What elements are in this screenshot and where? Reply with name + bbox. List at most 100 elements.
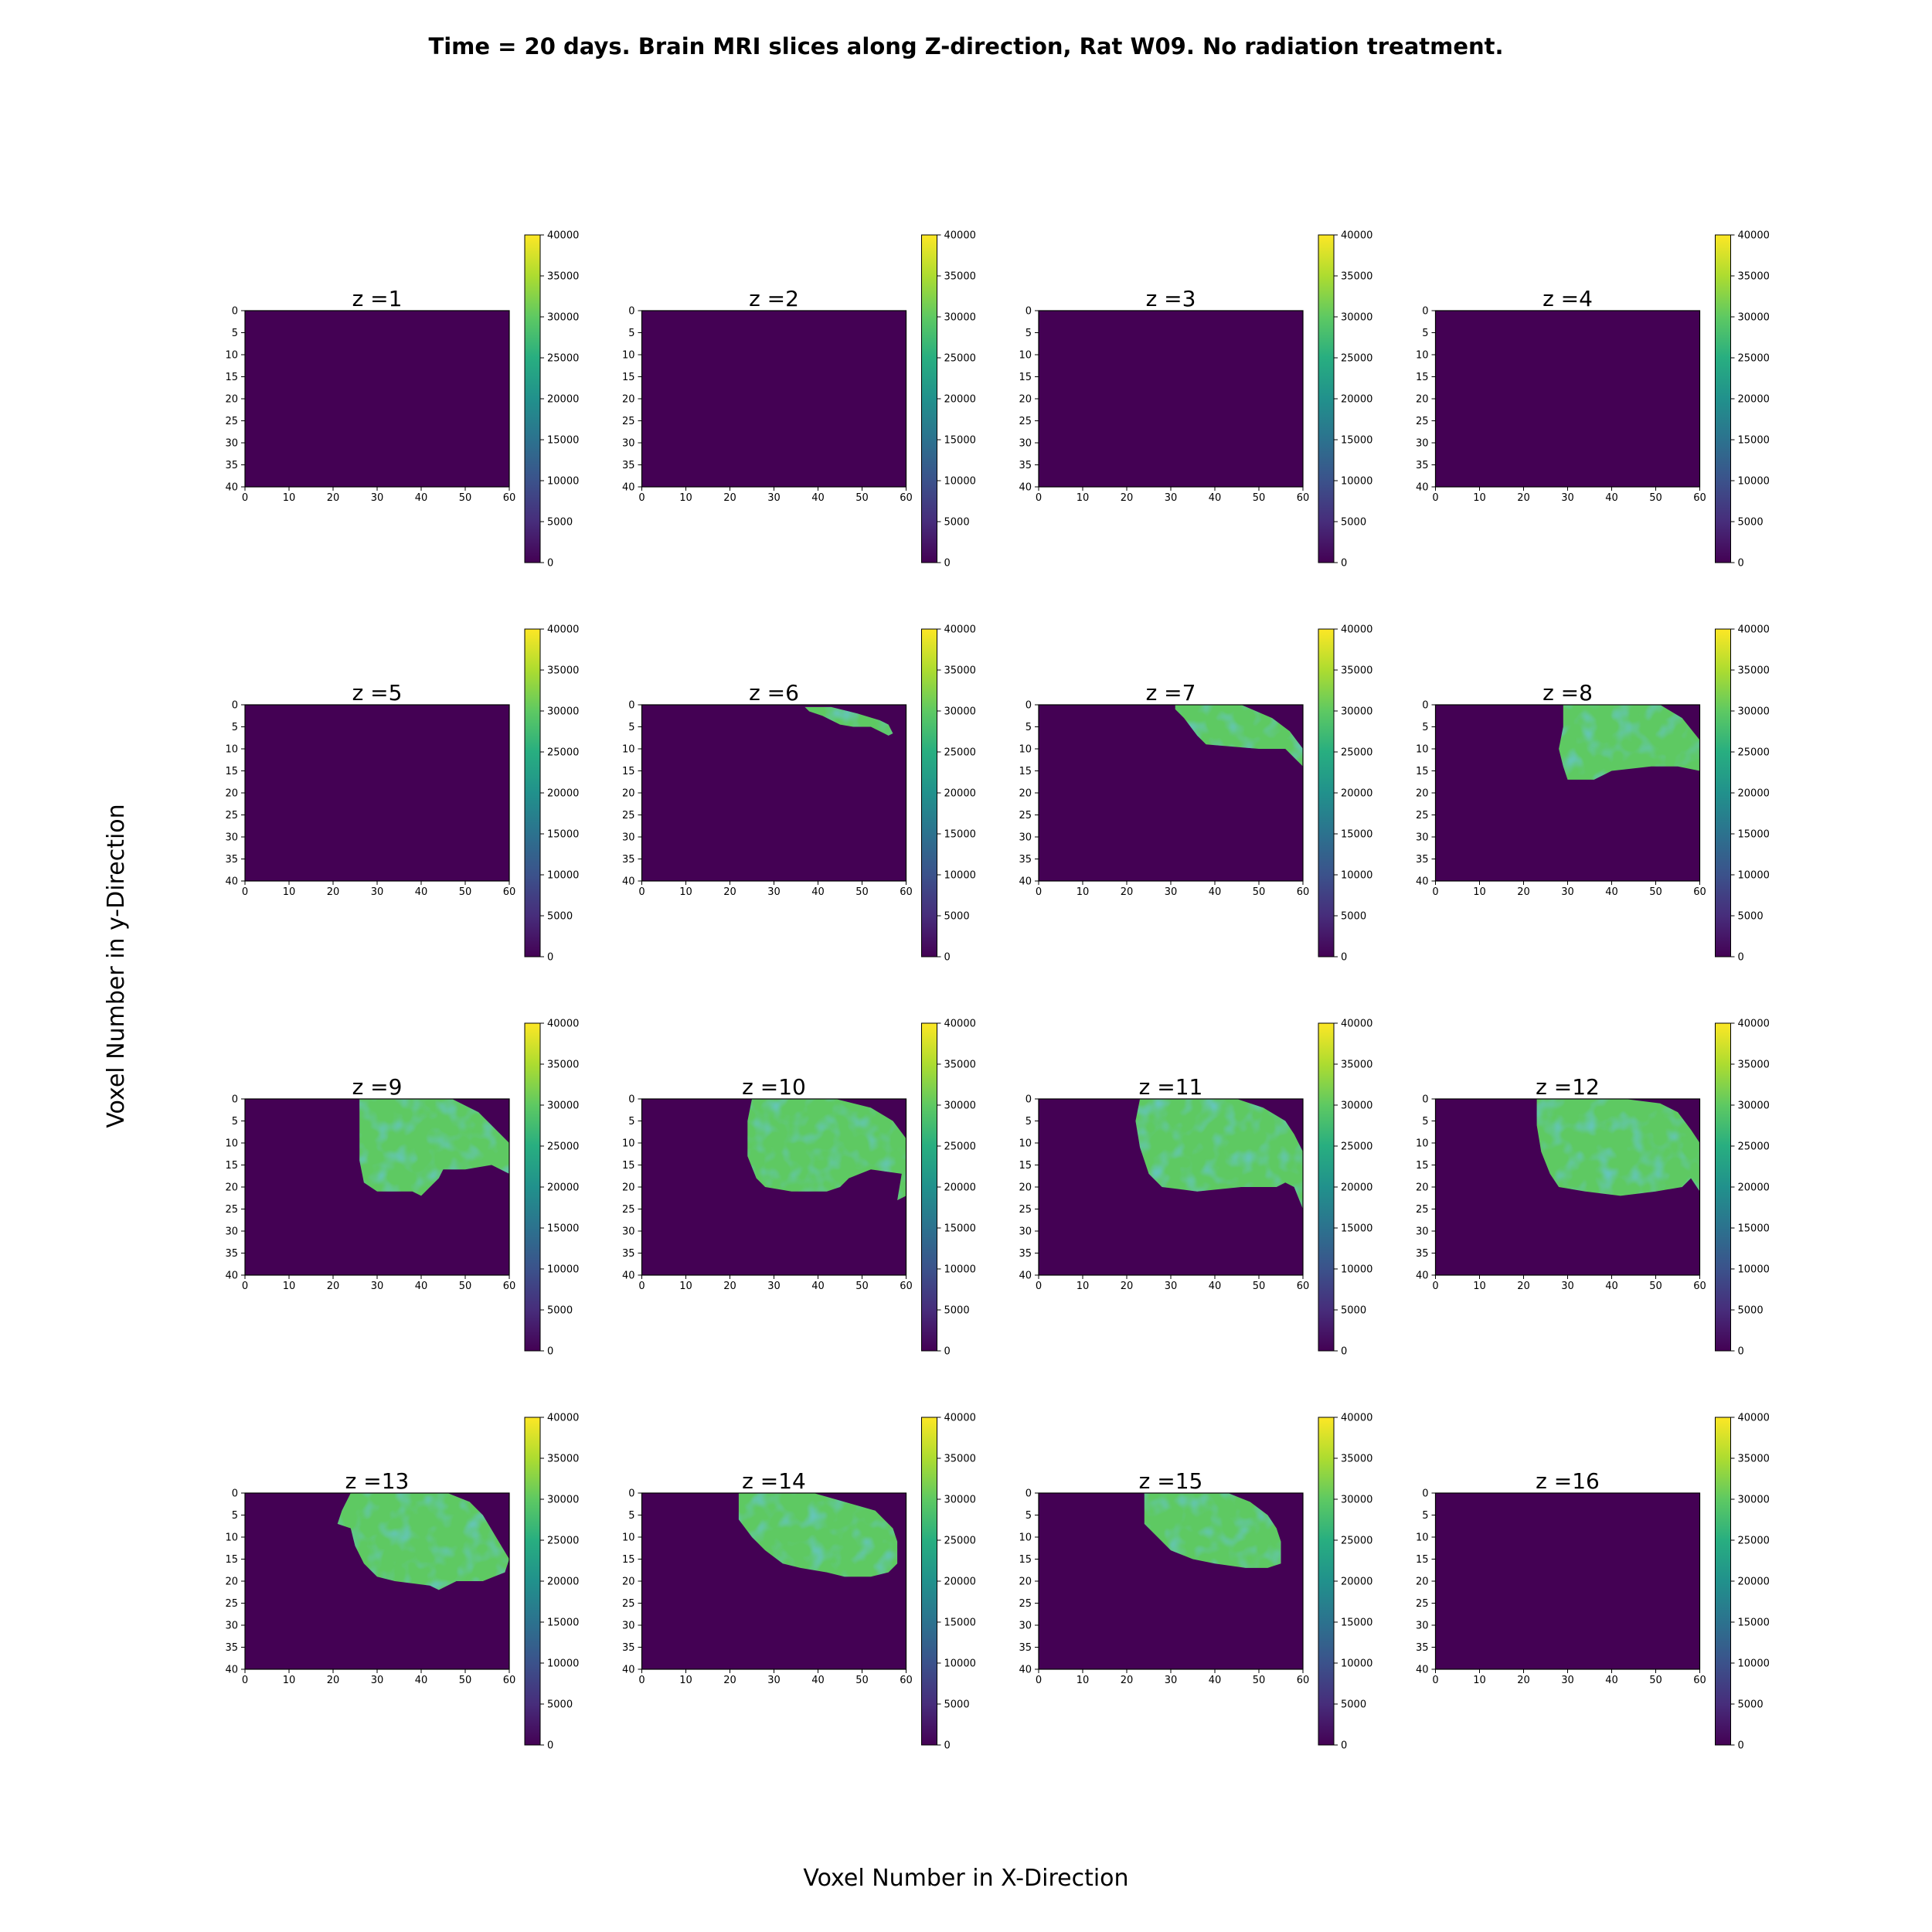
x-tick-label: 50 bbox=[1649, 886, 1662, 898]
y-tick-label: 5 bbox=[1422, 1116, 1428, 1128]
x-tick-label: 30 bbox=[371, 1281, 384, 1292]
y-tick-label: 25 bbox=[1019, 416, 1032, 427]
slice-panel-z9: z =9 0 10 20 30 40 50 60 0 5 10 15 20 25 30 35 40 0 5000 10… bbox=[225, 1019, 579, 1358]
y-tick-label: 10 bbox=[1416, 1532, 1429, 1544]
x-tick-label: 0 bbox=[1432, 1675, 1438, 1686]
y-tick-label: 20 bbox=[1019, 1182, 1032, 1194]
panel-title: z =10 bbox=[742, 1074, 806, 1100]
y-tick-label: 15 bbox=[225, 1160, 238, 1172]
heatmap-background bbox=[1039, 311, 1303, 487]
colorbar-tick-label: 20000 bbox=[1341, 788, 1372, 800]
x-tick-label: 20 bbox=[1517, 1281, 1530, 1292]
colorbar bbox=[524, 1417, 541, 1746]
y-tick-label: 5 bbox=[1422, 328, 1428, 339]
panel-grid: z =10 10 20 30 40 50 6005101520253035400500010… bbox=[225, 230, 1769, 1752]
y-tick-label: 40 bbox=[1416, 876, 1429, 888]
y-tick-label: 25 bbox=[225, 1204, 238, 1216]
slice-panel-z8: z =80 10 20 30 40 50 6005101520253035400500010… bbox=[1416, 624, 1770, 964]
tissue-texture bbox=[337, 1493, 509, 1590]
x-tick-label: 0 bbox=[1036, 1675, 1042, 1686]
colorbar-tick-label: 5000 bbox=[547, 517, 573, 529]
y-tick-label: 40 bbox=[1019, 1270, 1032, 1282]
colorbar-tick-label: 10000 bbox=[1341, 1264, 1372, 1276]
colorbar-tick-label: 25000 bbox=[547, 353, 579, 365]
colorbar-tick-label: 25000 bbox=[547, 1536, 579, 1547]
colorbar-tick-label: 30000 bbox=[1341, 706, 1372, 718]
colorbar-tick-label: 35000 bbox=[944, 1060, 976, 1071]
colorbar-tick-label: 5000 bbox=[1738, 1699, 1764, 1711]
y-tick-label: 25 bbox=[622, 416, 635, 427]
colorbar-tick-label: 15000 bbox=[547, 829, 579, 841]
colorbar-tick-label: 40000 bbox=[1341, 624, 1372, 636]
x-tick-label: 50 bbox=[1649, 492, 1662, 504]
y-tick-label: 35 bbox=[1416, 460, 1429, 471]
y-tick-label: 0 bbox=[232, 1488, 238, 1500]
y-tick-label: 0 bbox=[628, 1094, 634, 1106]
x-tick-label: 60 bbox=[1693, 492, 1706, 504]
colorbar-tick-label: 30000 bbox=[1341, 312, 1372, 324]
colorbar bbox=[524, 1022, 541, 1352]
y-tick-label: 30 bbox=[225, 1226, 238, 1238]
y-tick-label: 30 bbox=[1019, 1226, 1032, 1238]
x-tick-label: 30 bbox=[1561, 492, 1574, 504]
colorbar-tick-label: 25000 bbox=[944, 1141, 976, 1153]
x-tick-label: 30 bbox=[1561, 1675, 1574, 1686]
y-tick-label: 30 bbox=[1019, 1621, 1032, 1632]
tissue-texture bbox=[804, 706, 893, 736]
colorbar-tick-label: 30000 bbox=[1738, 1495, 1770, 1506]
colorbar-tick-label: 40000 bbox=[944, 1413, 976, 1424]
colorbar-tick-label: 0 bbox=[547, 558, 553, 570]
x-tick-label: 0 bbox=[242, 1675, 248, 1686]
x-tick-label: 30 bbox=[1561, 1281, 1574, 1292]
colorbar-tick-label: 10000 bbox=[1341, 1658, 1372, 1670]
y-tick-label: 15 bbox=[622, 1554, 635, 1566]
colorbar-tick-label: 15000 bbox=[1341, 1617, 1372, 1629]
colorbar-tick-label: 35000 bbox=[1738, 1454, 1770, 1465]
colorbar-tick-label: 10000 bbox=[547, 476, 579, 488]
colorbar-tick-label: 25000 bbox=[944, 747, 976, 759]
y-tick-label: 35 bbox=[622, 460, 635, 471]
y-tick-label: 5 bbox=[628, 722, 634, 733]
colorbar-tick-label: 0 bbox=[547, 1740, 553, 1752]
y-tick-label: 20 bbox=[225, 1577, 238, 1588]
y-tick-label: 15 bbox=[225, 1554, 238, 1566]
y-tick-label: 30 bbox=[622, 1621, 635, 1632]
y-tick-label: 30 bbox=[1416, 1621, 1429, 1632]
colorbar-tick-label: 10000 bbox=[944, 1264, 976, 1276]
colorbar-tick-label: 40000 bbox=[1738, 624, 1770, 636]
y-tick-label: 20 bbox=[1416, 394, 1429, 406]
y-tick-label: 10 bbox=[622, 744, 635, 756]
colorbar-tick-label: 0 bbox=[1738, 952, 1744, 964]
x-tick-label: 0 bbox=[638, 1281, 645, 1292]
x-tick-label: 30 bbox=[767, 1281, 781, 1292]
x-tick-label: 40 bbox=[1605, 1281, 1618, 1292]
colorbar-tick-label: 20000 bbox=[1738, 788, 1770, 800]
x-tick-label: 20 bbox=[1517, 886, 1530, 898]
colorbar-tick-label: 30000 bbox=[1738, 312, 1770, 324]
x-tick-label: 10 bbox=[1473, 1675, 1486, 1686]
slice-panel-z13: z =13 0 10 20 30 40 50 60 0 5 10 15 20 25 30 35 40 0 5000 1… bbox=[225, 1413, 579, 1752]
y-tick-label: 15 bbox=[622, 1160, 635, 1172]
colorbar-tick-label: 0 bbox=[1738, 558, 1744, 570]
y-tick-label: 10 bbox=[1019, 1138, 1032, 1150]
y-tick-label: 25 bbox=[1416, 810, 1429, 821]
y-tick-label: 15 bbox=[1019, 1554, 1032, 1566]
colorbar-tick-label: 15000 bbox=[944, 829, 976, 841]
y-tick-label: 25 bbox=[225, 810, 238, 821]
y-tick-label: 0 bbox=[232, 700, 238, 712]
x-tick-label: 40 bbox=[1209, 1675, 1222, 1686]
y-tick-label: 35 bbox=[622, 854, 635, 866]
y-tick-label: 5 bbox=[1422, 722, 1428, 733]
colorbar bbox=[921, 1022, 937, 1352]
panel-title: z =12 bbox=[1536, 1074, 1600, 1100]
colorbar-tick-label: 0 bbox=[1341, 1740, 1347, 1752]
colorbar-tick-label: 5000 bbox=[1341, 911, 1366, 923]
colorbar bbox=[1318, 234, 1335, 563]
x-tick-label: 50 bbox=[855, 492, 869, 504]
panel-title: z =11 bbox=[1139, 1074, 1203, 1100]
x-tick-label: 20 bbox=[327, 492, 340, 504]
y-tick-label: 5 bbox=[628, 1510, 634, 1522]
x-tick-label: 60 bbox=[900, 492, 913, 504]
x-tick-label: 10 bbox=[1077, 1281, 1090, 1292]
colorbar bbox=[524, 628, 541, 957]
